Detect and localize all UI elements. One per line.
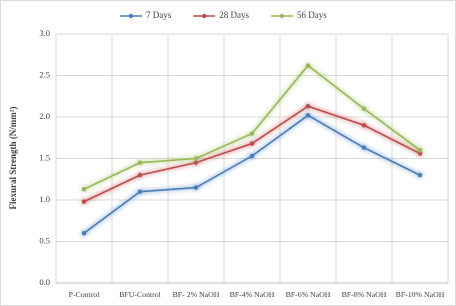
series [81, 113, 423, 236]
y-tick-label: 0.0 [39, 277, 50, 287]
legend-label: 7 Days [146, 10, 172, 20]
marker [361, 123, 367, 128]
y-tick-label: 2.5 [39, 69, 50, 79]
marker [193, 185, 199, 190]
legend-label: 56 Days [297, 10, 327, 20]
y-tick-label: 0.5 [39, 235, 50, 245]
marker [81, 199, 87, 204]
marker [417, 172, 423, 178]
legend-marker [128, 13, 134, 19]
series [81, 104, 423, 204]
marker [361, 145, 367, 150]
y-tick-label: 1.5 [39, 152, 50, 162]
marker [81, 231, 87, 236]
x-tick-label: BF-10% NaOH [396, 290, 445, 299]
marker [193, 160, 199, 165]
legend-marker [202, 13, 207, 19]
marker [249, 153, 255, 159]
legend-label: 28 Days [219, 10, 249, 20]
y-tick-label: 1.0 [39, 194, 50, 204]
x-tick-label: BF-8% NaOH [342, 290, 387, 299]
marker [137, 172, 143, 178]
x-tick-label: BF-6% NaOH [286, 290, 331, 299]
legend-marker [279, 13, 285, 19]
y-axis-label: Flexural Strength (N/mm²) [8, 106, 18, 209]
marker [249, 131, 255, 136]
marker [417, 148, 423, 153]
x-tick-label: BF-4% NaOH [230, 290, 275, 299]
series [81, 63, 423, 192]
marker [305, 104, 311, 109]
marker [249, 141, 255, 146]
marker [305, 113, 311, 118]
y-tick-label: 3.0 [39, 28, 50, 38]
marker [81, 187, 87, 192]
marker [417, 151, 423, 156]
x-tick-label: BFU-Control [119, 290, 161, 299]
marker [305, 63, 311, 68]
marker [193, 156, 199, 161]
y-tick-label: 2.0 [39, 111, 50, 121]
marker [137, 160, 143, 165]
marker [361, 106, 367, 111]
x-tick-label: P-Control [69, 290, 101, 299]
marker [137, 189, 143, 194]
x-tick-label: BF- 2% NaOH [173, 290, 220, 299]
